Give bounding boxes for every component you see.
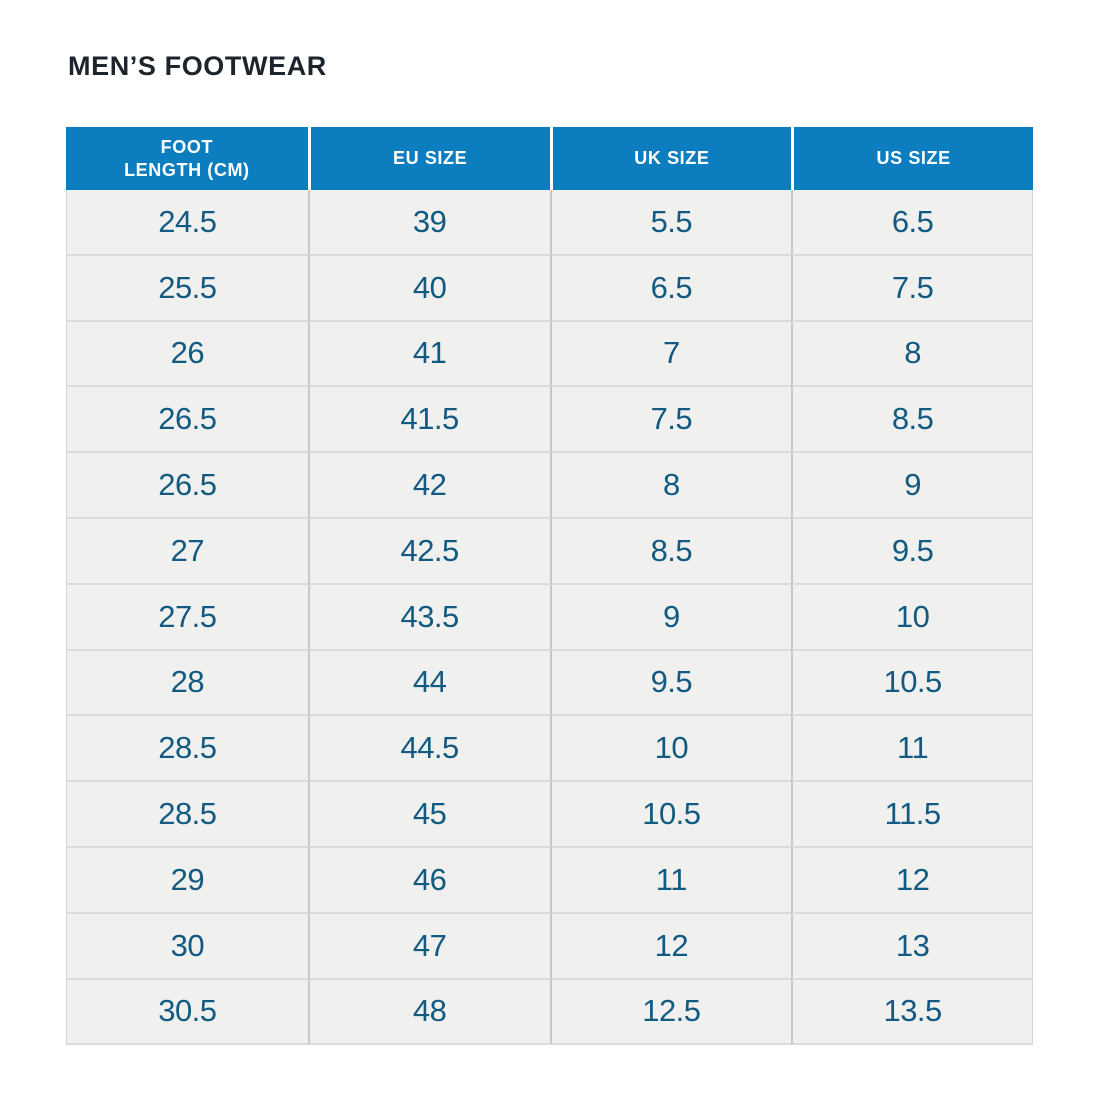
table-cell: 28 bbox=[66, 650, 308, 717]
table-cell: 10 bbox=[549, 716, 792, 783]
table-cell: 44.5 bbox=[307, 716, 550, 783]
table-cell: 7.5 bbox=[791, 255, 1033, 322]
table-row: 24.5 39 5.5 6.5 bbox=[66, 190, 1033, 256]
table-cell: 9 bbox=[791, 453, 1033, 519]
table-cell: 30.5 bbox=[66, 979, 308, 1046]
table-row: 30.5 48 12.5 13.5 bbox=[66, 979, 1033, 1046]
table-cell: 41 bbox=[307, 321, 550, 388]
table-cell: 12 bbox=[791, 847, 1033, 914]
table-body: 24.5 39 5.5 6.5 25.5 40 6.5 7.5 26 41 7 … bbox=[66, 190, 1033, 1046]
table-cell: 26.5 bbox=[66, 453, 308, 519]
table-cell: 10.5 bbox=[549, 782, 792, 848]
table-row: 25.5 40 6.5 7.5 bbox=[66, 255, 1033, 322]
table-row: 30 47 12 13 bbox=[66, 913, 1033, 980]
table-cell: 13.5 bbox=[791, 979, 1033, 1046]
table-row: 28 44 9.5 10.5 bbox=[66, 650, 1033, 717]
table-row: 28.5 45 10.5 11.5 bbox=[66, 782, 1033, 848]
table-cell: 9.5 bbox=[791, 518, 1033, 585]
column-header-uk-size: UK SIZE bbox=[549, 127, 792, 190]
table-cell: 12 bbox=[549, 913, 792, 980]
column-header-us-size: US SIZE bbox=[791, 127, 1033, 190]
table-cell: 28.5 bbox=[66, 716, 308, 783]
table-cell: 46 bbox=[307, 847, 550, 914]
table-head: FOOT LENGTH (CM) EU SIZE UK SIZE US SIZE bbox=[66, 127, 1033, 190]
table-cell: 26.5 bbox=[66, 387, 308, 454]
table-cell: 42.5 bbox=[307, 518, 550, 585]
table-row: 27.5 43.5 9 10 bbox=[66, 584, 1033, 651]
table-cell: 43.5 bbox=[307, 584, 550, 651]
table-cell: 11 bbox=[791, 716, 1033, 783]
table-cell: 10 bbox=[791, 584, 1033, 651]
table-cell: 8.5 bbox=[791, 387, 1033, 454]
table-cell: 40 bbox=[307, 255, 550, 322]
table-row: 26.5 41.5 7.5 8.5 bbox=[66, 387, 1033, 454]
table-cell: 10.5 bbox=[791, 650, 1033, 717]
table-cell: 13 bbox=[791, 913, 1033, 980]
header-row: FOOT LENGTH (CM) EU SIZE UK SIZE US SIZE bbox=[66, 127, 1033, 190]
table-cell: 27.5 bbox=[66, 584, 308, 651]
table-cell: 48 bbox=[307, 979, 550, 1046]
table-cell: 28.5 bbox=[66, 782, 308, 848]
table-cell: 6.5 bbox=[791, 190, 1033, 256]
table-row: 26.5 42 8 9 bbox=[66, 453, 1033, 519]
table-cell: 29 bbox=[66, 847, 308, 914]
table-cell: 11.5 bbox=[791, 782, 1033, 848]
table-cell: 6.5 bbox=[549, 255, 792, 322]
table-cell: 11 bbox=[549, 847, 792, 914]
table-cell: 47 bbox=[307, 913, 550, 980]
table-cell: 41.5 bbox=[307, 387, 550, 454]
column-header-foot-length: FOOT LENGTH (CM) bbox=[66, 127, 308, 190]
table-cell: 44 bbox=[307, 650, 550, 717]
table-row: 27 42.5 8.5 9.5 bbox=[66, 518, 1033, 585]
table-cell: 8.5 bbox=[549, 518, 792, 585]
table-cell: 5.5 bbox=[549, 190, 792, 256]
size-table: FOOT LENGTH (CM) EU SIZE UK SIZE US SIZE… bbox=[66, 127, 1033, 1046]
table-cell: 24.5 bbox=[66, 190, 308, 256]
table-cell: 26 bbox=[66, 321, 308, 388]
table-cell: 27 bbox=[66, 518, 308, 585]
table-row: 28.5 44.5 10 11 bbox=[66, 716, 1033, 783]
table-cell: 7.5 bbox=[549, 387, 792, 454]
table-cell: 9 bbox=[549, 584, 792, 651]
table-cell: 8 bbox=[549, 453, 792, 519]
table-cell: 25.5 bbox=[66, 255, 308, 322]
table-cell: 7 bbox=[549, 321, 792, 388]
table-cell: 42 bbox=[307, 453, 550, 519]
table-cell: 9.5 bbox=[549, 650, 792, 717]
table-row: 29 46 11 12 bbox=[66, 847, 1033, 914]
table-cell: 30 bbox=[66, 913, 308, 980]
table-cell: 12.5 bbox=[549, 979, 792, 1046]
column-header-eu-size: EU SIZE bbox=[307, 127, 550, 190]
table-row: 26 41 7 8 bbox=[66, 321, 1033, 388]
table-cell: 39 bbox=[307, 190, 550, 256]
page-title: MEN’S FOOTWEAR bbox=[68, 51, 327, 81]
table-cell: 45 bbox=[307, 782, 550, 848]
table-cell: 8 bbox=[791, 321, 1033, 388]
